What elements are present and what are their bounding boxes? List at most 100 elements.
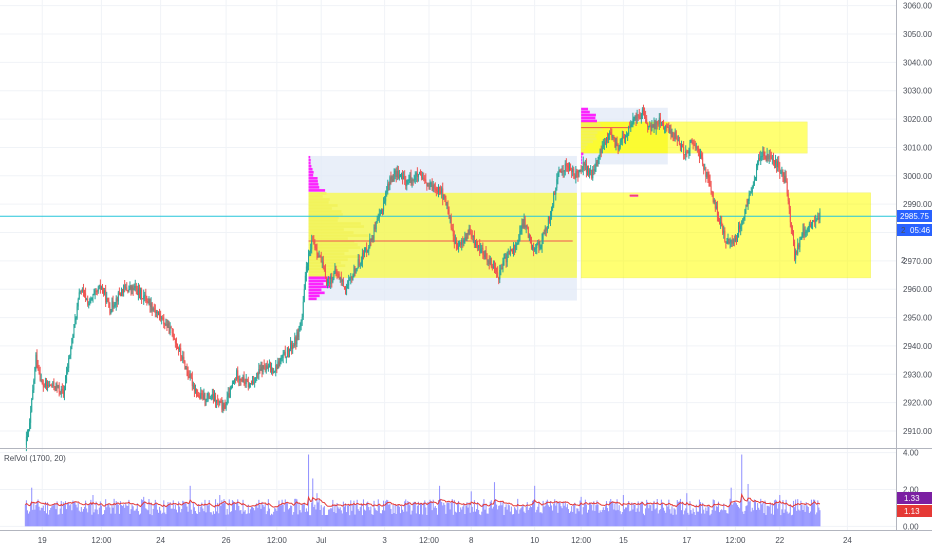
candle-body-2[interactable] [28, 429, 30, 433]
relvol-bar-437[interactable] [486, 513, 488, 527]
candle-body-703[interactable] [768, 155, 770, 160]
candle-body-317[interactable] [360, 261, 362, 265]
candle-body-611[interactable] [671, 132, 673, 135]
candle-body-552[interactable] [609, 132, 611, 135]
relvol-bar-183[interactable] [218, 513, 220, 527]
candle-body-418[interactable] [467, 233, 469, 235]
candle-body-706[interactable] [771, 158, 773, 160]
relvol-bar-708[interactable] [772, 514, 774, 527]
relvol-bar-519[interactable] [573, 504, 575, 527]
candle-body-42[interactable] [70, 346, 72, 356]
relvol-bar-24[interactable] [50, 507, 52, 527]
relvol-bar-725[interactable] [790, 515, 792, 527]
candle-body-731[interactable] [798, 244, 800, 248]
relvol-bar-260[interactable] [299, 510, 301, 527]
candle-body-114[interactable] [146, 301, 148, 303]
candle-body-189[interactable] [225, 404, 227, 409]
relvol-bar-19[interactable] [44, 501, 46, 527]
relvol-bar-669[interactable] [731, 504, 733, 527]
relvol-bar-461[interactable] [511, 514, 513, 527]
candle-body-53[interactable] [81, 289, 83, 292]
candle-body-466[interactable] [518, 240, 520, 243]
candle-body-701[interactable] [766, 153, 768, 162]
relvol-bar-537[interactable] [592, 510, 594, 527]
candle-body-358[interactable] [404, 176, 406, 180]
relvol-bar-328[interactable] [371, 514, 373, 527]
candle-body-666[interactable] [729, 241, 731, 244]
candle-body-601[interactable] [660, 122, 662, 124]
relvol-bar-15[interactable] [40, 507, 42, 527]
relvol-bar-316[interactable] [358, 510, 360, 527]
candle-body-722[interactable] [788, 200, 790, 209]
relvol-bar-332[interactable] [375, 510, 377, 527]
relvol-bar-579[interactable] [636, 508, 638, 527]
relvol-bar-83[interactable] [112, 507, 114, 527]
candle-body-286[interactable] [328, 281, 330, 283]
candle-body-211[interactable] [248, 383, 250, 388]
candle-body-414[interactable] [463, 240, 465, 243]
candle-body-618[interactable] [678, 140, 680, 144]
time-axis[interactable]: 19 12:00 24 26 12:00 Jul 3 12:00 8 10 12:00 15 17 12:… [38, 536, 853, 545]
candle-body-485[interactable] [538, 241, 540, 248]
relvol-bar-173[interactable] [207, 505, 209, 527]
candle-body-616[interactable] [676, 138, 678, 141]
relvol-bar-1[interactable] [25, 500, 27, 527]
candle-body-145[interactable] [179, 348, 181, 351]
candle-body-488[interactable] [541, 239, 543, 247]
candle-body-572[interactable] [630, 124, 632, 128]
candle-body-363[interactable] [409, 175, 411, 180]
candle-body-126[interactable] [159, 312, 161, 316]
candle-body-95[interactable] [126, 287, 128, 291]
relvol-bar-471[interactable] [522, 505, 524, 527]
relvol-bar-116[interactable] [147, 510, 149, 527]
relvol-bar-435[interactable] [484, 509, 486, 527]
candle-body-280[interactable] [321, 261, 323, 263]
candle-body-484[interactable] [537, 241, 539, 245]
relvol-bar-616[interactable] [675, 514, 677, 527]
relvol-bar-601[interactable] [659, 509, 661, 527]
candle-body-224[interactable] [262, 365, 264, 372]
relvol-bar-290[interactable] [331, 508, 333, 527]
candle-body-536[interactable] [592, 169, 594, 179]
candle-body-561[interactable] [618, 147, 620, 151]
relvol-bar-347[interactable] [391, 514, 393, 527]
relvol-bar-508[interactable] [561, 508, 563, 527]
candle-body-509[interactable] [563, 170, 565, 172]
candle-body-555[interactable] [612, 137, 614, 139]
relvol-bar-182[interactable] [217, 502, 219, 527]
candle-body-498[interactable] [552, 205, 554, 210]
candle-body-24[interactable] [51, 385, 53, 387]
relvol-bar-136[interactable] [168, 503, 170, 527]
candle-body-307[interactable] [350, 276, 352, 279]
relvol-bar-640[interactable] [701, 513, 703, 527]
candle-body-260[interactable] [300, 320, 302, 326]
candle-body-614[interactable] [674, 131, 676, 139]
candle-body-119[interactable] [151, 302, 153, 311]
candle-body-225[interactable] [263, 365, 265, 370]
relvol-bar-307[interactable] [349, 515, 351, 527]
candle-body-368[interactable] [414, 175, 416, 180]
candle-body-393[interactable] [441, 188, 443, 194]
relvol-bar-50[interactable] [77, 502, 79, 527]
candle-body-734[interactable] [801, 234, 803, 237]
candle-body-332[interactable] [376, 219, 378, 222]
relvol-bar-33[interactable] [59, 508, 61, 527]
relvol-bar-522[interactable] [576, 508, 578, 527]
candle-body-719[interactable] [785, 175, 787, 182]
candle-body-281[interactable] [322, 261, 324, 268]
relvol-bar-238[interactable] [276, 510, 278, 527]
candle-body-1[interactable] [26, 432, 28, 437]
relvol-bar-417[interactable] [465, 505, 467, 527]
relvol-bar-215[interactable] [252, 506, 254, 527]
relvol-bar-575[interactable] [632, 509, 634, 527]
relvol-bar-578[interactable] [635, 511, 637, 527]
relvol-bar-602[interactable] [660, 499, 662, 527]
candle-body-249[interactable] [289, 348, 291, 352]
candle-body-657[interactable] [720, 221, 722, 224]
candle-body-111[interactable] [143, 295, 145, 299]
relvol-bar-421[interactable] [469, 512, 471, 527]
candle-body-465[interactable] [517, 242, 519, 244]
candle-body-182[interactable] [218, 401, 220, 403]
relvol-bar-428[interactable] [477, 502, 479, 527]
relvol-bar-693[interactable] [757, 503, 759, 527]
